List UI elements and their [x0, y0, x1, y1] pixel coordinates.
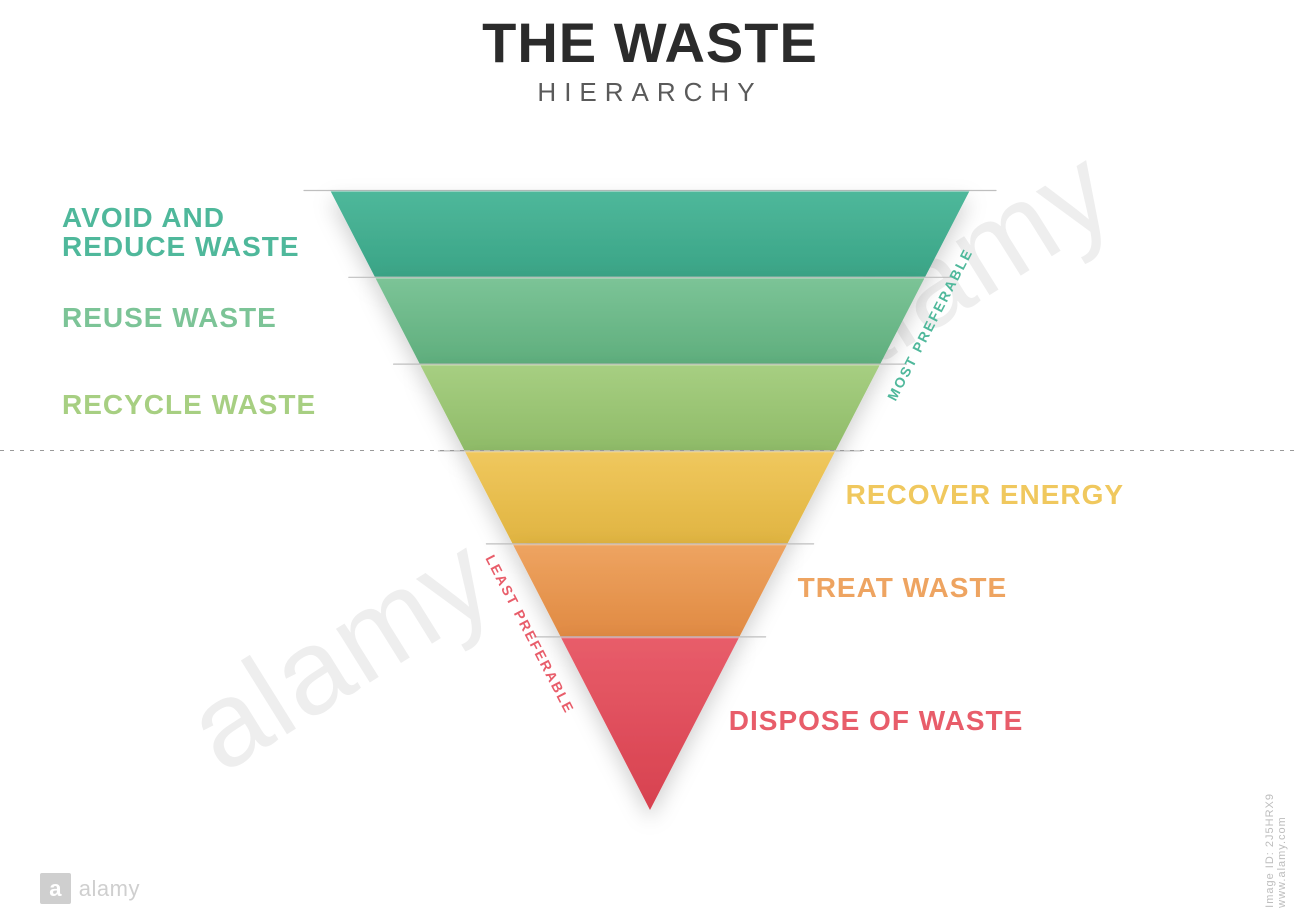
level-label-4: TREAT WASTE: [798, 573, 1008, 602]
funnel-level-4: [512, 543, 787, 636]
funnel-level-5: [560, 636, 739, 810]
funnel-level-2: [420, 364, 881, 451]
infographic-stage: alamy alamy alamy THE WASTE HIERARCHY MO…: [0, 0, 1300, 918]
level-label-2: RECYCLE WASTE: [62, 390, 316, 419]
funnel-level-3: [464, 450, 835, 543]
funnel-level-0: [330, 190, 970, 277]
hierarchy-divider: [0, 450, 1300, 451]
level-label-1: REUSE WASTE: [62, 303, 277, 332]
level-label-5: DISPOSE OF WASTE: [729, 706, 1023, 735]
alamy-a-mark-icon: a: [40, 873, 71, 904]
funnel-level-1: [375, 277, 925, 364]
level-label-0: AVOID ANDREDUCE WASTE: [62, 203, 300, 262]
alamy-logo-text: alamy: [79, 876, 140, 902]
watermark-image-id: Image ID: 2J5HRX9www.alamy.com: [1264, 793, 1288, 908]
watermark-logo: a alamy: [40, 873, 140, 904]
funnel-chart: [0, 0, 1300, 918]
level-label-3: RECOVER ENERGY: [846, 480, 1125, 509]
